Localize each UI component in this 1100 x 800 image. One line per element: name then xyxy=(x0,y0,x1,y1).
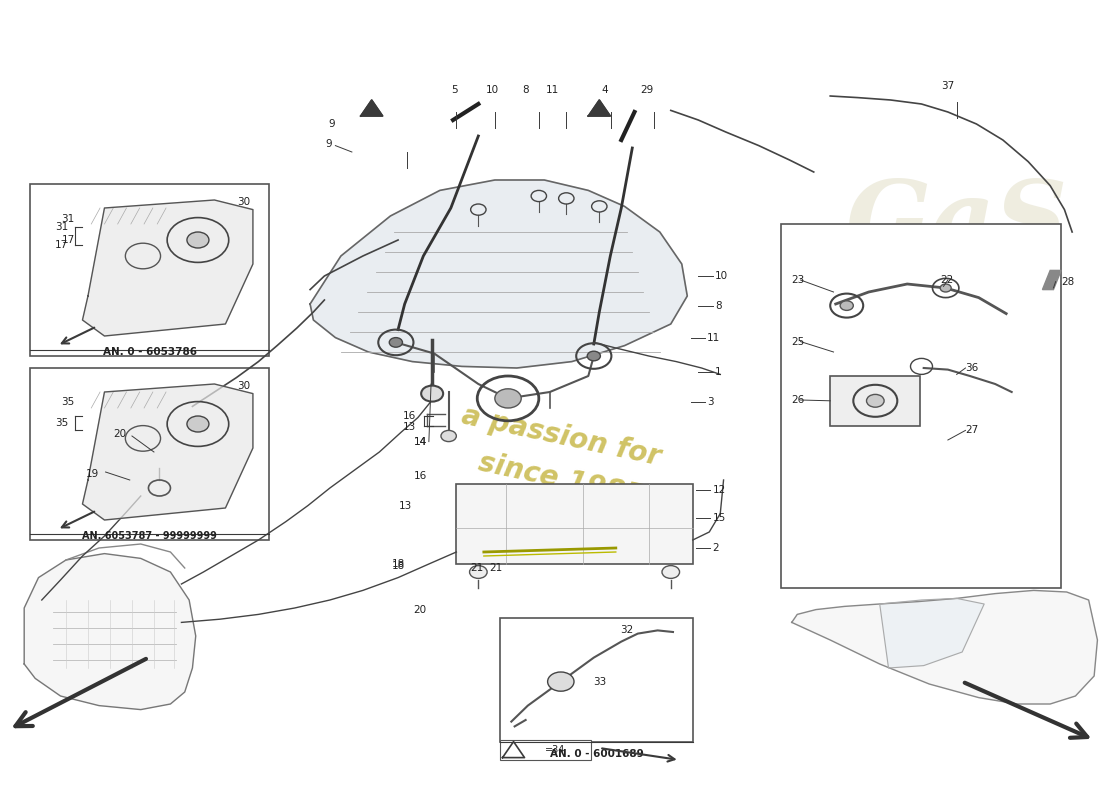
Text: 29: 29 xyxy=(640,85,653,94)
Polygon shape xyxy=(82,200,253,336)
Circle shape xyxy=(840,301,854,310)
Text: 2: 2 xyxy=(713,543,719,553)
Text: 21: 21 xyxy=(471,563,484,573)
Text: 17: 17 xyxy=(55,240,68,250)
Text: 30: 30 xyxy=(238,197,251,206)
Text: 25: 25 xyxy=(792,337,805,346)
Text: 32: 32 xyxy=(620,625,634,634)
Text: 26: 26 xyxy=(792,395,805,405)
Text: 31: 31 xyxy=(62,214,75,224)
Circle shape xyxy=(548,672,574,691)
Text: 9: 9 xyxy=(326,139,332,149)
Circle shape xyxy=(495,389,521,408)
Circle shape xyxy=(389,338,403,347)
Text: 37: 37 xyxy=(942,82,955,91)
Polygon shape xyxy=(588,100,610,116)
Text: 33: 33 xyxy=(593,677,606,686)
Text: =34: =34 xyxy=(546,745,565,755)
Polygon shape xyxy=(503,742,525,758)
Bar xyxy=(500,618,693,742)
Text: 11: 11 xyxy=(546,85,559,94)
Text: 35: 35 xyxy=(55,418,68,428)
Bar xyxy=(30,368,270,540)
Text: 12: 12 xyxy=(713,486,726,495)
Text: 28: 28 xyxy=(1062,277,1075,286)
Circle shape xyxy=(470,566,487,578)
Circle shape xyxy=(940,284,952,292)
Text: 16: 16 xyxy=(414,471,427,481)
Text: 30: 30 xyxy=(238,381,251,390)
Polygon shape xyxy=(361,100,383,116)
Text: a passion for: a passion for xyxy=(459,402,663,470)
Text: AN. 0 - 6053786: AN. 0 - 6053786 xyxy=(102,347,197,357)
Text: 18: 18 xyxy=(392,559,405,569)
Text: GaS: GaS xyxy=(846,176,1068,272)
Polygon shape xyxy=(792,590,1098,704)
Circle shape xyxy=(421,386,443,402)
Text: 31: 31 xyxy=(55,222,68,232)
Circle shape xyxy=(187,416,209,432)
Text: 9: 9 xyxy=(329,119,336,129)
Bar xyxy=(781,224,1062,588)
Text: 27: 27 xyxy=(966,426,979,435)
Text: 22: 22 xyxy=(940,275,954,285)
Text: 5: 5 xyxy=(451,85,458,94)
Text: 19: 19 xyxy=(86,469,99,478)
Text: 13: 13 xyxy=(403,422,416,432)
Polygon shape xyxy=(1043,270,1062,290)
Polygon shape xyxy=(310,180,688,368)
Circle shape xyxy=(441,430,456,442)
Bar xyxy=(456,484,693,564)
Text: 17: 17 xyxy=(62,235,75,245)
Text: 8: 8 xyxy=(522,85,529,94)
Text: 23: 23 xyxy=(792,275,805,285)
Bar xyxy=(830,376,921,426)
Text: 15: 15 xyxy=(713,514,726,523)
Circle shape xyxy=(662,566,680,578)
Text: 13: 13 xyxy=(399,501,412,510)
Text: 4: 4 xyxy=(602,85,608,94)
Text: 35: 35 xyxy=(62,397,75,406)
Circle shape xyxy=(187,232,209,248)
Text: since 1985: since 1985 xyxy=(476,449,646,511)
Bar xyxy=(30,184,270,356)
Text: 36: 36 xyxy=(966,363,979,373)
Circle shape xyxy=(587,351,601,361)
Text: 14: 14 xyxy=(414,437,427,446)
Text: 10: 10 xyxy=(715,271,728,281)
Text: 18: 18 xyxy=(392,561,405,570)
Text: 3: 3 xyxy=(707,397,714,406)
Polygon shape xyxy=(24,554,196,710)
Text: 8: 8 xyxy=(715,302,722,311)
Polygon shape xyxy=(880,598,984,668)
Text: AN. 6053787 - 99999999: AN. 6053787 - 99999999 xyxy=(82,531,217,541)
Text: 16: 16 xyxy=(403,411,416,421)
Text: 11: 11 xyxy=(707,333,721,342)
Polygon shape xyxy=(82,384,253,520)
Bar xyxy=(500,740,591,760)
Text: AN. 0 - 6001689: AN. 0 - 6001689 xyxy=(550,749,644,758)
Text: 20: 20 xyxy=(113,430,127,439)
Text: 21: 21 xyxy=(490,563,503,573)
Circle shape xyxy=(867,394,884,407)
Text: 20: 20 xyxy=(414,606,427,615)
Text: 1: 1 xyxy=(715,367,722,377)
Text: since 1985: since 1985 xyxy=(900,278,1013,298)
Text: 14: 14 xyxy=(414,437,427,446)
Text: 10: 10 xyxy=(486,85,499,94)
